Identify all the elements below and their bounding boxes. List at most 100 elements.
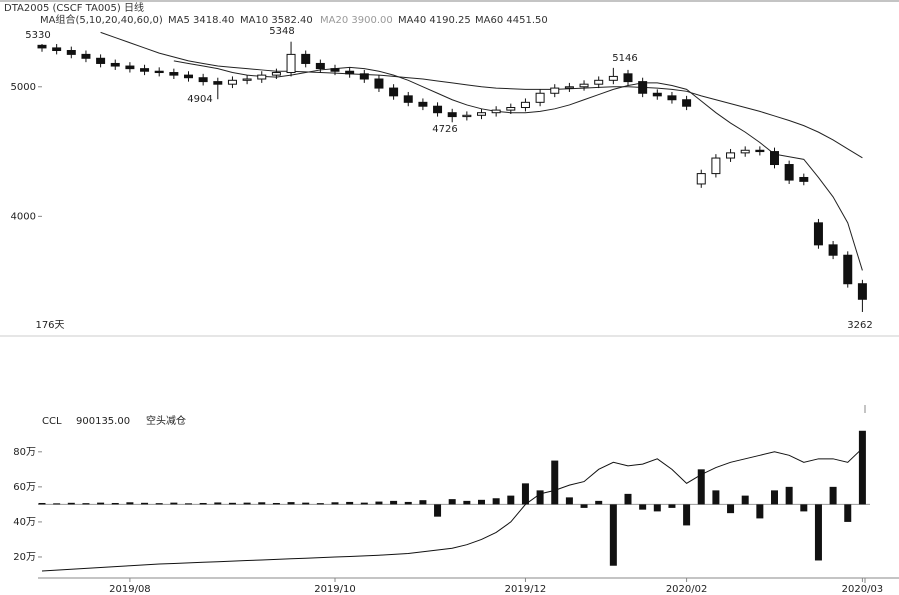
- bar: [170, 502, 178, 505]
- x-tick-label: 2020/03: [842, 584, 884, 595]
- bar: [214, 502, 222, 505]
- candle-body: [447, 112, 457, 118]
- bar: [331, 502, 339, 505]
- panel-value: 900135.00: [76, 416, 130, 427]
- bar: [595, 500, 603, 505]
- ma20: MA20 3900.00: [320, 15, 393, 26]
- candle-body: [594, 79, 604, 85]
- candle-body: [418, 101, 428, 107]
- bar: [38, 502, 46, 505]
- x-tick-label: 2019/10: [314, 584, 356, 595]
- candle-body: [623, 73, 633, 83]
- bar: [609, 504, 617, 566]
- candle-body: [535, 92, 545, 103]
- bar: [53, 503, 61, 505]
- bar: [771, 490, 778, 505]
- symbol: DTA2005 (CSCF TA005) 日线: [4, 1, 144, 14]
- ma5: MA5 3418.40: [168, 15, 234, 26]
- bar: [639, 504, 647, 510]
- candle-body: [213, 81, 223, 85]
- candle-body: [242, 78, 252, 81]
- bar: [478, 499, 485, 505]
- candle-body: [140, 68, 150, 72]
- candle-body: [784, 164, 794, 181]
- bar: [683, 504, 691, 526]
- bar: [82, 503, 90, 505]
- bar: [492, 498, 500, 505]
- candle-body: [37, 44, 47, 49]
- annotation: 5330: [25, 30, 50, 41]
- candle-body: [462, 114, 472, 118]
- ma40: MA40 4190.25: [398, 15, 471, 26]
- bar: [302, 502, 310, 505]
- candle-body: [154, 70, 164, 74]
- candle-body: [682, 99, 692, 107]
- bar: [712, 490, 720, 505]
- bar: [785, 486, 793, 505]
- candle-body: [257, 74, 267, 80]
- bar: [565, 497, 573, 505]
- annotation: 4726: [432, 124, 457, 135]
- annotation: 4904: [187, 94, 212, 105]
- bar: [97, 502, 105, 505]
- ma60: MA60 4451.50: [475, 15, 548, 26]
- bar: [111, 502, 119, 505]
- bar: [404, 501, 412, 505]
- ma10: MA10 3582.40: [240, 15, 313, 26]
- bar: [126, 502, 134, 505]
- candle-body: [711, 157, 721, 175]
- candle-body: [813, 222, 823, 246]
- bar: [258, 502, 266, 505]
- annotation: 176天: [35, 320, 64, 331]
- candle-body: [843, 254, 853, 285]
- candle-body: [66, 50, 76, 55]
- candle-body: [374, 78, 384, 89]
- bar: [653, 504, 661, 512]
- bar: [390, 500, 398, 505]
- bar: [375, 501, 383, 505]
- bar: [507, 495, 515, 505]
- candle-body: [667, 95, 677, 101]
- bar: [756, 504, 764, 519]
- bar: [463, 500, 471, 505]
- candle-body: [359, 73, 369, 80]
- bar: [243, 502, 251, 505]
- bar: [697, 469, 705, 505]
- candle-body: [726, 152, 736, 159]
- bar: [316, 503, 324, 505]
- bar: [287, 502, 295, 505]
- candle-body: [491, 109, 501, 114]
- bar: [272, 502, 280, 505]
- bar: [844, 504, 852, 522]
- candle-body: [433, 105, 443, 114]
- candle-body: [125, 65, 135, 70]
- ma-group[interactable]: MA组合(5,10,20,40,60,0): [40, 13, 163, 26]
- bar: [727, 504, 735, 514]
- bar: [448, 499, 456, 505]
- candle-body: [755, 149, 765, 153]
- bar: [800, 504, 808, 512]
- panel-signal: 空头减仓: [146, 414, 186, 427]
- bar: [858, 430, 866, 505]
- bar: [624, 493, 632, 505]
- panel-title[interactable]: CCL: [42, 416, 62, 427]
- y-tick-label: 60万: [13, 482, 36, 493]
- candle-body: [564, 86, 574, 89]
- candle-body: [520, 101, 530, 109]
- x-tick-label: 2019/08: [109, 584, 151, 595]
- x-tick-label: 2019/12: [505, 584, 547, 595]
- bar: [668, 504, 676, 508]
- candle-body: [696, 173, 706, 185]
- candle-body: [477, 112, 486, 116]
- y-tick-label: 5000: [11, 82, 36, 93]
- bar: [536, 490, 544, 505]
- y-tick-label: 80万: [13, 447, 36, 458]
- candle-body: [799, 176, 809, 182]
- bar: [580, 504, 588, 508]
- candle-body: [198, 77, 208, 83]
- y-tick-label: 40万: [13, 517, 36, 528]
- candle-body: [403, 95, 413, 103]
- annotation: 3262: [847, 320, 872, 331]
- candle-body: [579, 83, 589, 88]
